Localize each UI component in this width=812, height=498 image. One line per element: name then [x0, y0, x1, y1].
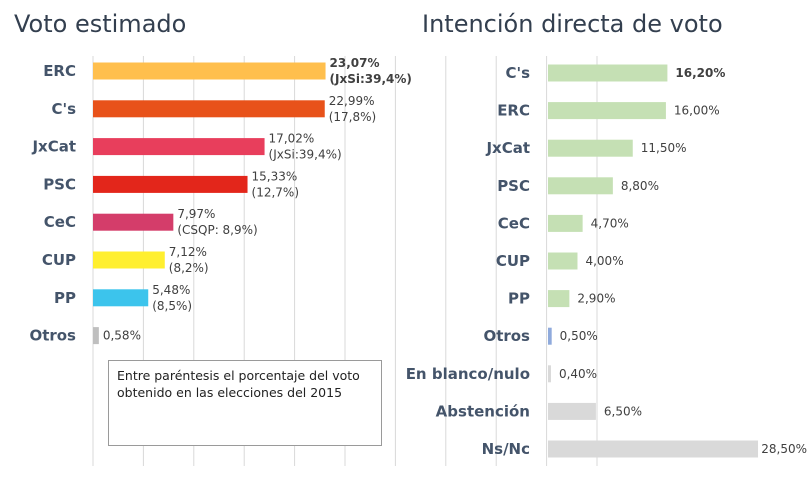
data-label-cec: 7,97% — [177, 207, 215, 221]
previous-label-jxcat: (JxSi:39,4%) — [269, 148, 342, 162]
chart-title-voto-estimado: Voto estimado — [14, 10, 187, 38]
data-label-cec: 4,70% — [591, 216, 629, 230]
bar-cec — [548, 214, 583, 232]
data-label-ns-nc: 28,50% — [761, 442, 807, 456]
data-label-pp: 2,90% — [577, 292, 615, 306]
category-label-cup: CUP — [42, 251, 76, 269]
category-label-pp: PP — [508, 290, 530, 308]
bar-c-s — [93, 100, 325, 118]
bar-psc — [548, 177, 613, 195]
category-label-pp: PP — [54, 289, 76, 307]
data-label-erc: 23,07% — [330, 56, 380, 70]
bar-abstenci-n — [548, 402, 596, 420]
bar-jxcat — [548, 139, 633, 157]
category-label-cec: CeC — [498, 214, 530, 232]
category-label-ns-nc: Ns/Nc — [482, 440, 530, 458]
category-label-c-s: C's — [505, 64, 530, 82]
bar-psc — [93, 175, 248, 193]
chart-title-intencion-directa: Intención directa de voto — [422, 10, 723, 38]
data-label-jxcat: 17,02% — [269, 132, 315, 146]
category-label-psc: PSC — [43, 175, 76, 193]
category-label-otros: Otros — [483, 327, 530, 345]
bar-cup — [548, 252, 578, 270]
bar-c-s — [548, 64, 668, 82]
category-label-otros: Otros — [29, 327, 76, 345]
previous-label-cec: (CSQP: 8,9%) — [177, 223, 257, 237]
category-label-erc: ERC — [43, 62, 76, 80]
data-label-psc: 8,80% — [621, 179, 659, 193]
previous-label-psc: (12,7%) — [252, 185, 299, 199]
data-label-otros: 0,58% — [103, 329, 141, 343]
note-line-1: Entre paréntesis el porcentaje del voto — [117, 368, 360, 383]
category-label-jxcat: JxCat — [31, 138, 76, 156]
data-label-jxcat: 11,50% — [641, 141, 687, 155]
bar-erc — [93, 62, 326, 80]
bar-ns-nc — [548, 440, 759, 458]
category-label-jxcat: JxCat — [485, 139, 530, 157]
data-label-c-s: 22,99% — [329, 94, 375, 108]
bar-otros — [93, 327, 99, 345]
previous-label-pp: (8,5%) — [152, 299, 192, 313]
data-label-erc: 16,00% — [674, 104, 720, 118]
note-line-2: obtenido en las elecciones del 2015 — [117, 385, 343, 400]
bar-jxcat — [93, 138, 265, 156]
category-label-cup: CUP — [496, 252, 530, 270]
category-label-psc: PSC — [497, 177, 530, 195]
category-label-c-s: C's — [51, 100, 76, 118]
previous-label-c-s: (17,8%) — [329, 110, 376, 124]
data-label-cup: 4,00% — [585, 254, 623, 268]
data-label-pp: 5,48% — [152, 283, 190, 297]
category-label-abstenci-n: Abstención — [436, 402, 530, 420]
bar-cup — [93, 251, 165, 269]
bar-otros — [548, 327, 552, 345]
bar-pp — [93, 289, 149, 307]
category-label-erc: ERC — [497, 102, 530, 120]
data-label-c-s: 16,20% — [675, 66, 725, 80]
data-label-en-blanco-nulo: 0,40% — [559, 367, 597, 381]
data-label-psc: 15,33% — [252, 169, 298, 183]
category-label-en-blanco-nulo: En blanco/nulo — [406, 365, 530, 383]
note-box: Entre paréntesis el porcentaje del voto … — [108, 360, 382, 446]
bar-pp — [548, 290, 570, 308]
category-label-cec: CeC — [44, 213, 76, 231]
data-label-abstenci-n: 6,50% — [604, 404, 642, 418]
bar-en-blanco-nulo — [548, 365, 551, 383]
previous-label-cup: (8,2%) — [169, 261, 209, 275]
previous-label-erc: (JxSi:39,4%) — [330, 72, 412, 86]
data-label-cup: 7,12% — [169, 245, 207, 259]
data-label-otros: 0,50% — [560, 329, 598, 343]
bar-cec — [93, 213, 174, 231]
bar-erc — [548, 102, 666, 120]
